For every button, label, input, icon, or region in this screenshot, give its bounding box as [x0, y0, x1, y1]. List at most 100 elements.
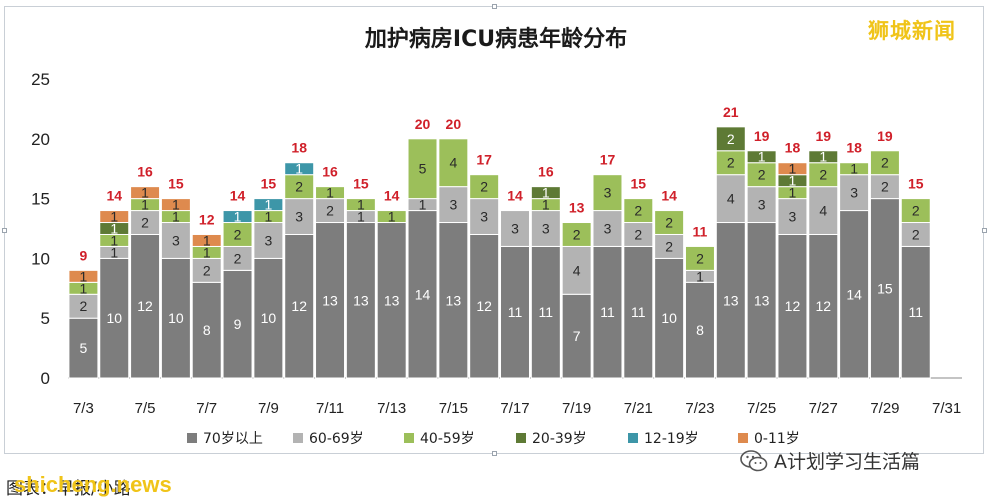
legend-swatch	[404, 433, 414, 443]
segment-value-label: 11	[600, 304, 615, 320]
resize-handle-top[interactable]	[492, 4, 497, 9]
bar-segment	[900, 245, 931, 379]
legend-label: 40-59岁	[420, 431, 475, 447]
segment-value-label: 2	[295, 179, 303, 195]
bar-segment	[130, 186, 161, 200]
segment-value-label: 1	[789, 173, 797, 189]
segment-value-label: 11	[508, 304, 523, 320]
segment-value-label: 2	[573, 226, 581, 242]
segment-value-label: 13	[723, 292, 739, 308]
segment-value-label: 7	[573, 328, 581, 344]
segment-value-label: 2	[234, 226, 242, 242]
x-tick-label: 7/19	[562, 400, 591, 417]
bar-segment	[376, 210, 407, 224]
segment-value-label: 3	[604, 221, 612, 237]
segment-value-label: 1	[819, 149, 827, 165]
x-tick-label: 7/25	[747, 400, 776, 417]
bar-segment	[684, 245, 715, 271]
bar-segment	[592, 174, 623, 212]
bar-segment	[130, 233, 161, 379]
bar-segment	[869, 198, 900, 379]
segment-value-label: 3	[542, 221, 550, 237]
total-label: 15	[353, 176, 369, 192]
segment-value-label: 1	[203, 232, 211, 248]
segment-value-label: 1	[110, 244, 118, 260]
wechat-account: A计划学习生活篇	[740, 447, 920, 474]
bar-segment	[715, 126, 746, 152]
total-label: 19	[815, 128, 831, 144]
segment-value-label: 1	[264, 197, 272, 213]
bar-segment	[160, 222, 191, 259]
resize-handle-bottom[interactable]	[492, 451, 497, 456]
segment-value-label: 2	[881, 179, 889, 195]
chart-bars	[68, 126, 931, 379]
bar-segment	[777, 162, 808, 176]
legend-label: 20-39岁	[532, 431, 587, 447]
segment-value-label: 3	[758, 197, 766, 213]
total-label: 12	[199, 211, 215, 227]
segment-value-label: 2	[480, 179, 488, 195]
segment-value-label: 10	[261, 310, 277, 326]
bar-segment	[438, 138, 469, 188]
total-label: 19	[877, 128, 893, 144]
segment-value-label: 1	[234, 209, 242, 225]
bar-segment	[315, 186, 346, 200]
segment-value-label: 1	[141, 197, 149, 213]
bar-segment	[592, 210, 623, 247]
segment-value-label: 13	[322, 292, 338, 308]
segment-value-label: 2	[203, 262, 211, 278]
resize-handle-right[interactable]	[982, 228, 987, 233]
resize-handle-left[interactable]	[2, 228, 7, 233]
bar-segment	[839, 210, 870, 379]
chart-title: 加护病房ICU病患年龄分布	[364, 26, 627, 52]
legend-swatch	[187, 433, 197, 443]
bar-segment	[561, 222, 592, 247]
segment-value-label: 4	[449, 155, 457, 171]
segment-value-label: 13	[446, 292, 462, 308]
segment-value-label: 3	[480, 209, 488, 225]
bar-segment	[530, 245, 561, 379]
segment-value-label: 9	[234, 316, 242, 332]
bar-segment	[407, 138, 438, 200]
segment-value-label: 12	[137, 298, 153, 314]
segment-value-label: 1	[110, 232, 118, 248]
segment-value-label: 15	[877, 280, 893, 296]
total-label: 11	[693, 223, 708, 239]
bar-segment	[869, 150, 900, 176]
y-tick-label: 20	[31, 130, 50, 149]
y-tick-label: 0	[41, 369, 50, 388]
bar-segment	[777, 233, 808, 379]
segment-value-label: 2	[141, 215, 149, 231]
segment-value-label: 5	[80, 340, 88, 356]
segment-value-label: 1	[758, 149, 766, 165]
segment-value-label: 4	[727, 191, 735, 207]
segment-value-label: 2	[234, 250, 242, 266]
bar-segment	[808, 233, 839, 379]
bar-segment	[592, 245, 623, 379]
legend-label: 70岁以上	[203, 431, 263, 447]
segment-value-label: 10	[168, 310, 184, 326]
total-label: 14	[230, 188, 246, 204]
bar-segment	[191, 233, 222, 247]
segment-value-label: 4	[573, 262, 581, 278]
segment-value-label: 1	[419, 197, 427, 213]
bar-segment	[808, 186, 839, 235]
segment-value-label: 3	[449, 197, 457, 213]
segment-value-label: 2	[912, 203, 920, 219]
total-label: 18	[785, 140, 801, 156]
segment-value-label: 1	[542, 197, 550, 213]
segment-value-label: 1	[326, 185, 334, 201]
total-label: 16	[137, 164, 153, 180]
x-tick-label: 7/13	[377, 400, 406, 417]
total-label: 20	[415, 116, 431, 132]
y-tick-label: 5	[41, 309, 50, 328]
y-tick-label: 25	[31, 70, 50, 89]
segment-value-label: 1	[295, 161, 303, 177]
segment-value-label: 1	[696, 268, 704, 284]
total-label: 17	[476, 152, 492, 168]
segment-value-label: 1	[172, 209, 180, 225]
bar-segment	[623, 198, 654, 224]
bar-segment	[469, 174, 500, 200]
segment-value-label: 2	[696, 250, 704, 266]
bar-segment	[500, 245, 530, 379]
